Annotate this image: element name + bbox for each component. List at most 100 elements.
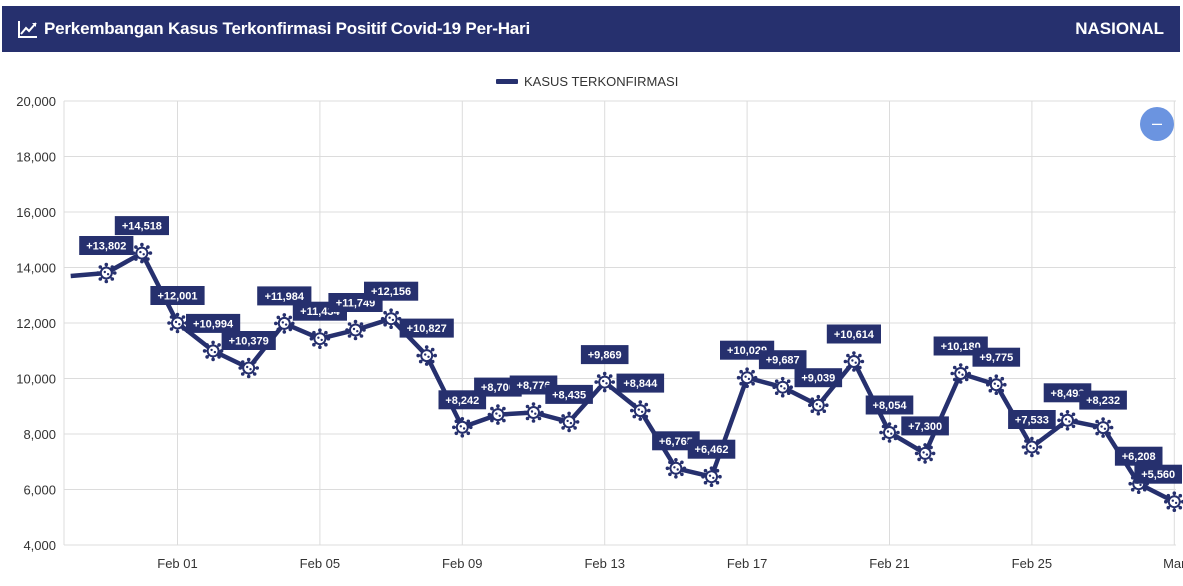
data-point-marker[interactable] xyxy=(452,417,473,438)
y-tick-label: 16,000 xyxy=(16,205,56,220)
data-label: +10,827 xyxy=(399,318,454,338)
data-label: +8,232 xyxy=(1079,390,1127,410)
data-label: +14,518 xyxy=(114,216,169,236)
data-label-text: +9,039 xyxy=(801,373,835,385)
data-point-marker[interactable] xyxy=(1164,491,1183,512)
data-point-marker[interactable] xyxy=(558,411,580,433)
region-label: NASIONAL xyxy=(1075,19,1164,38)
data-label: +9,775 xyxy=(972,347,1021,367)
data-point-marker[interactable] xyxy=(701,466,722,487)
data-point-marker[interactable] xyxy=(914,443,936,464)
y-axis: 4,000 6,000 8,000 10,000 12,000 14,000 16,000 1… xyxy=(16,94,56,553)
data-label-text: +8,435 xyxy=(552,389,586,401)
zoom-out-button[interactable]: – xyxy=(1140,107,1174,141)
y-tick-label: 10,000 xyxy=(16,372,56,387)
page-title: Perkembangan Kasus Terkonfirmasi Positif… xyxy=(44,19,530,38)
data-point-marker[interactable] xyxy=(1092,417,1114,438)
data-label: +7,533 xyxy=(1008,410,1056,429)
data-label-text: +12,001 xyxy=(157,291,197,303)
data-point-marker[interactable] xyxy=(487,404,509,425)
data-label-text: +8,242 xyxy=(445,395,479,407)
header-title-wrap: Perkembangan Kasus Terkonfirmasi Positif… xyxy=(18,6,530,52)
legend[interactable]: KASUS TERKONFIRMASI xyxy=(496,74,678,89)
data-label-text: +10,614 xyxy=(834,329,875,341)
data-point-marker[interactable] xyxy=(238,357,259,379)
data-label: +9,869 xyxy=(580,345,629,365)
data-point-marker[interactable] xyxy=(594,371,615,393)
data-label: +8,844 xyxy=(616,373,665,393)
data-label-text: +12,156 xyxy=(371,286,411,298)
data-point-marker[interactable] xyxy=(986,374,1007,395)
data-label-text: +6,208 xyxy=(1122,451,1156,463)
x-tick-label: Feb 05 xyxy=(300,556,340,571)
data-label-text: +9,775 xyxy=(979,352,1013,364)
data-label-text: +11,984 xyxy=(265,291,305,303)
data-label: +12,156 xyxy=(364,281,419,301)
data-label: +8,054 xyxy=(865,395,914,415)
data-label: +9,039 xyxy=(794,368,843,388)
data-point-marker[interactable] xyxy=(167,312,188,334)
data-point-marker[interactable] xyxy=(274,313,295,334)
line-chart-icon xyxy=(18,21,37,38)
x-axis: Feb 01 Feb 05 Feb 09 Feb 13 Feb 17 Feb 21 Feb … xyxy=(157,556,1183,571)
data-label: +6,208 xyxy=(1114,446,1163,466)
data-point-marker[interactable] xyxy=(630,400,651,421)
data-label-text: +8,700 xyxy=(481,382,515,394)
data-point-marker[interactable] xyxy=(96,262,117,284)
y-tick-label: 6,000 xyxy=(23,483,56,498)
data-point-marker[interactable] xyxy=(345,319,366,341)
data-label: +10,379 xyxy=(221,331,276,350)
data-label-text: +13,802 xyxy=(86,241,126,253)
data-labels: +13,802 +14,518 +12,001 +10,994 +10,379 +11,9… xyxy=(79,216,1182,484)
data-label-text: +10,827 xyxy=(407,323,447,335)
y-tick-label: 12,000 xyxy=(16,316,56,331)
data-label: +5,560 xyxy=(1134,464,1182,484)
data-label: +13,802 xyxy=(79,236,134,255)
data-point-marker[interactable] xyxy=(523,402,544,423)
data-label: +8,435 xyxy=(545,384,593,404)
data-label: +10,614 xyxy=(826,324,881,344)
legend-label: KASUS TERKONFIRMASI xyxy=(524,74,678,89)
data-point-marker[interactable] xyxy=(1057,410,1078,431)
data-label-text: +10,379 xyxy=(229,336,269,348)
data-label-text: +10,180 xyxy=(941,341,981,353)
x-tick-label: Feb 13 xyxy=(584,556,624,571)
data-label-text: +10,994 xyxy=(193,318,234,330)
x-tick-label: Mar xyxy=(1163,556,1183,571)
data-point-marker[interactable] xyxy=(950,363,971,384)
y-tick-label: 18,000 xyxy=(16,150,56,165)
data-point-marker[interactable] xyxy=(202,340,224,362)
data-label-text: +14,518 xyxy=(122,221,162,233)
data-point-marker[interactable] xyxy=(131,242,153,264)
data-point-marker[interactable] xyxy=(736,367,758,388)
data-label-text: +8,844 xyxy=(623,378,658,390)
data-label-text: +8,232 xyxy=(1086,395,1120,407)
y-tick-label: 14,000 xyxy=(16,261,56,276)
data-point-marker[interactable] xyxy=(879,422,900,443)
data-label-text: +8,493 xyxy=(1051,388,1085,400)
data-label-text: +5,560 xyxy=(1141,469,1175,481)
data-point-marker[interactable] xyxy=(772,376,793,398)
data-point-marker[interactable] xyxy=(309,328,331,349)
data-label-text: +9,687 xyxy=(766,355,800,367)
x-tick-label: Feb 25 xyxy=(1012,556,1052,571)
data-point-marker[interactable] xyxy=(1021,436,1043,458)
data-label: +9,687 xyxy=(758,350,807,370)
data-point-marker[interactable] xyxy=(665,458,687,479)
y-tick-label: 20,000 xyxy=(16,94,56,109)
data-label-text: +7,533 xyxy=(1015,415,1049,427)
data-label: +12,001 xyxy=(150,286,205,305)
legend-swatch xyxy=(496,79,518,84)
data-label-text: +6,765 xyxy=(659,436,693,448)
data-label-text: +10,029 xyxy=(727,345,767,357)
data-label-text: +6,462 xyxy=(695,444,729,456)
x-tick-label: Feb 01 xyxy=(157,556,197,571)
data-point-marker[interactable] xyxy=(416,345,437,366)
data-point-marker[interactable] xyxy=(808,394,829,416)
chart-header: Perkembangan Kasus Terkonfirmasi Positif… xyxy=(2,6,1180,52)
data-point-marker[interactable] xyxy=(843,351,865,372)
x-tick-label: Feb 17 xyxy=(727,556,767,571)
data-point-marker[interactable] xyxy=(380,308,402,329)
data-label-text: +8,776 xyxy=(517,380,551,392)
data-label-text: +7,300 xyxy=(908,421,942,433)
